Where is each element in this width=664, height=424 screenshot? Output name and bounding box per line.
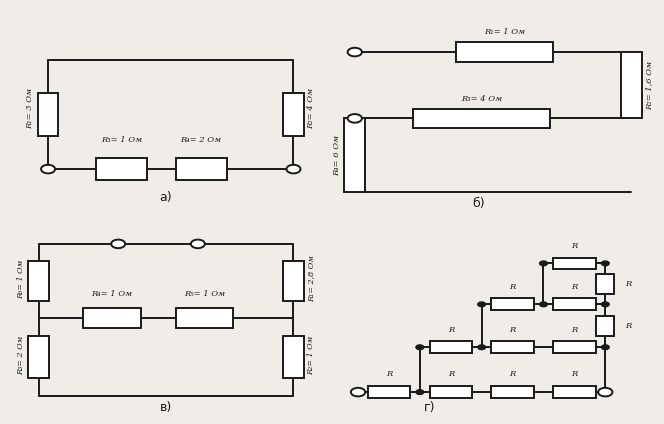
Bar [413,109,550,128]
Text: R: R [571,371,578,379]
Bar [553,341,596,353]
Text: R: R [625,322,631,330]
Circle shape [111,240,125,248]
Circle shape [602,261,609,266]
Circle shape [286,165,301,173]
Text: R: R [571,242,578,250]
Bar [553,386,596,398]
Bar [491,386,534,398]
Bar [28,335,49,379]
Text: R: R [571,326,578,334]
Text: R₃= 4 Ом: R₃= 4 Ом [461,95,502,103]
Text: R: R [509,371,516,379]
Bar [430,341,472,353]
Bar [344,118,365,192]
Text: R₁= 3 Ом: R₁= 3 Ом [27,88,35,129]
Circle shape [602,345,609,350]
Text: R₃= 1 Ом: R₃= 1 Ом [101,136,142,144]
Bar [621,52,642,118]
Text: R₃= 2 Ом: R₃= 2 Ом [17,335,25,375]
Bar [596,316,614,335]
Text: R₂= 1,6 Ом: R₂= 1,6 Ом [645,61,653,110]
Bar [430,386,472,398]
Bar [175,158,226,180]
Bar [283,335,304,379]
Circle shape [602,302,609,307]
Circle shape [416,345,424,350]
Circle shape [191,240,205,248]
Bar [491,298,534,310]
Text: R₄= 6 Ом: R₄= 6 Ом [333,135,341,176]
Text: R: R [571,283,578,291]
Circle shape [351,388,365,396]
Text: R: R [509,326,516,334]
Circle shape [41,165,55,173]
Text: R: R [509,283,516,291]
Text: б): б) [472,197,485,210]
Circle shape [478,345,485,350]
Circle shape [540,261,547,266]
Text: а): а) [159,191,173,204]
Text: в): в) [160,401,172,413]
Text: R₁= 2,8 Ом: R₁= 2,8 Ом [307,256,315,302]
Circle shape [598,388,612,396]
Bar [553,298,596,310]
Circle shape [348,114,362,123]
Text: R: R [386,371,392,379]
Text: R₄= 2 Ом: R₄= 2 Ом [181,136,222,144]
Text: R₁= 1 Ом: R₁= 1 Ом [484,28,525,36]
Bar [491,341,534,353]
Text: R₂= 1 Ом: R₂= 1 Ом [307,335,315,375]
Text: R₂= 4 Ом: R₂= 4 Ом [307,88,315,129]
Bar [96,158,147,180]
Circle shape [478,302,485,307]
Bar [596,274,614,293]
Text: R₄= 1 Ом: R₄= 1 Ом [91,290,132,298]
Text: г): г) [424,401,436,413]
Circle shape [602,390,609,394]
Text: R₆= 1 Ом: R₆= 1 Ом [17,259,25,298]
Bar [283,93,304,136]
Circle shape [540,302,547,307]
Bar [83,308,141,328]
Bar [283,261,304,301]
Text: R: R [625,280,631,288]
Bar [456,42,553,62]
Bar [28,261,49,301]
Circle shape [416,390,424,394]
Text: R₅= 1 Ом: R₅= 1 Ом [184,290,225,298]
Text: R: R [448,371,454,379]
Bar [368,386,410,398]
Bar [38,93,58,136]
Bar [553,257,596,269]
Circle shape [348,48,362,56]
Text: R: R [448,326,454,334]
Bar [175,308,233,328]
